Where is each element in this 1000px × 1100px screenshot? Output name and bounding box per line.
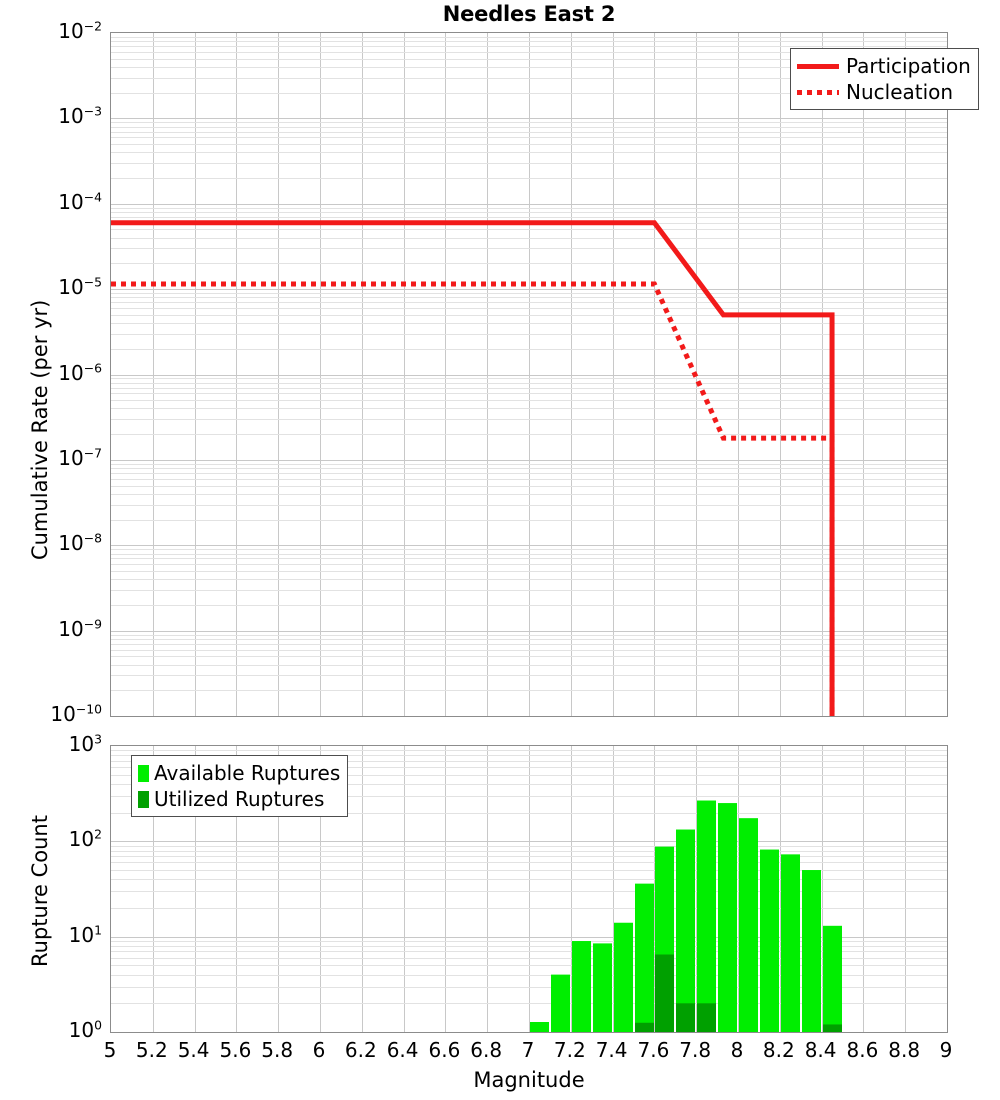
y-tick-top-3: 10−5 (58, 274, 102, 300)
y-tick-top-5: 10−7 (58, 445, 102, 470)
x-tick-18: 8.6 (846, 1038, 879, 1062)
x-tick-15: 8 (730, 1038, 744, 1062)
top-grid (111, 33, 947, 716)
bottom-bars (111, 746, 947, 1032)
y-axis-title-bottom: Rupture Count (28, 815, 52, 967)
legend-item-available-ruptures: Available Ruptures (138, 760, 340, 786)
x-axis-title: Magnitude (473, 1068, 585, 1092)
y-tick-bottom-3: 100 (68, 1017, 102, 1042)
x-tick-3: 5.6 (219, 1038, 252, 1062)
top-curves (111, 33, 947, 716)
x-tick-11: 7.2 (553, 1038, 586, 1062)
cumulative-rate-plot (110, 32, 948, 717)
x-tick-19: 8.8 (888, 1038, 921, 1062)
y-axis-title-top: Cumulative Rate (per yr) (28, 299, 52, 560)
x-tick-2: 5.4 (177, 1038, 210, 1062)
page-title: Needles East 2 (442, 2, 616, 26)
y-tick-top-6: 10−8 (58, 530, 102, 556)
x-tick-9: 6.8 (470, 1038, 503, 1062)
y-tick-bottom-2: 101 (68, 922, 102, 947)
x-tick-1: 5.2 (135, 1038, 168, 1062)
legend-label-utilized-ruptures: Utilized Ruptures (154, 787, 325, 811)
legend-item-participation: Participation (797, 53, 971, 79)
y-tick-top-2: 10−4 (58, 189, 102, 214)
x-tick-5: 6 (312, 1038, 326, 1062)
x-tick-4: 5.8 (261, 1038, 294, 1062)
y-tick-top-4: 10−6 (58, 359, 102, 385)
utilized-ruptures-swatch-icon (138, 790, 149, 808)
x-tick-0: 5 (103, 1038, 117, 1062)
y-tick-bottom-1: 102 (68, 826, 102, 852)
legend-label-nucleation: Nucleation (846, 80, 954, 104)
solid-line-swatch-icon (797, 56, 839, 76)
x-tick-20: 9 (939, 1038, 953, 1062)
y-tick-top-0: 10−2 (58, 18, 102, 43)
x-tick-8: 6.6 (428, 1038, 461, 1062)
x-tick-6: 6.2 (344, 1038, 377, 1062)
x-tick-12: 7.4 (595, 1038, 628, 1062)
x-tick-10: 7 (521, 1038, 535, 1062)
legend-ruptures: Available Ruptures Utilized Ruptures (131, 755, 349, 817)
y-tick-bottom-0: 103 (68, 731, 102, 756)
legend-curves: Participation Nucleation (790, 48, 979, 110)
dotted-line-swatch-icon (797, 82, 839, 102)
legend-label-available-ruptures: Available Ruptures (154, 761, 341, 785)
x-tick-14: 7.8 (679, 1038, 712, 1062)
y-tick-top-1: 10−3 (58, 103, 102, 129)
y-tick-top-8: 10−10 (50, 701, 102, 726)
x-tick-16: 8.2 (762, 1038, 795, 1062)
y-tick-top-7: 10−9 (58, 615, 102, 641)
legend-item-utilized-ruptures: Utilized Ruptures (138, 786, 340, 812)
x-tick-13: 7.6 (637, 1038, 670, 1062)
available-ruptures-swatch-icon (138, 764, 149, 782)
x-tick-17: 8.4 (804, 1038, 837, 1062)
x-tick-7: 6.4 (386, 1038, 419, 1062)
legend-label-participation: Participation (846, 54, 971, 78)
legend-item-nucleation: Nucleation (797, 79, 971, 105)
rupture-count-plot (110, 745, 948, 1033)
